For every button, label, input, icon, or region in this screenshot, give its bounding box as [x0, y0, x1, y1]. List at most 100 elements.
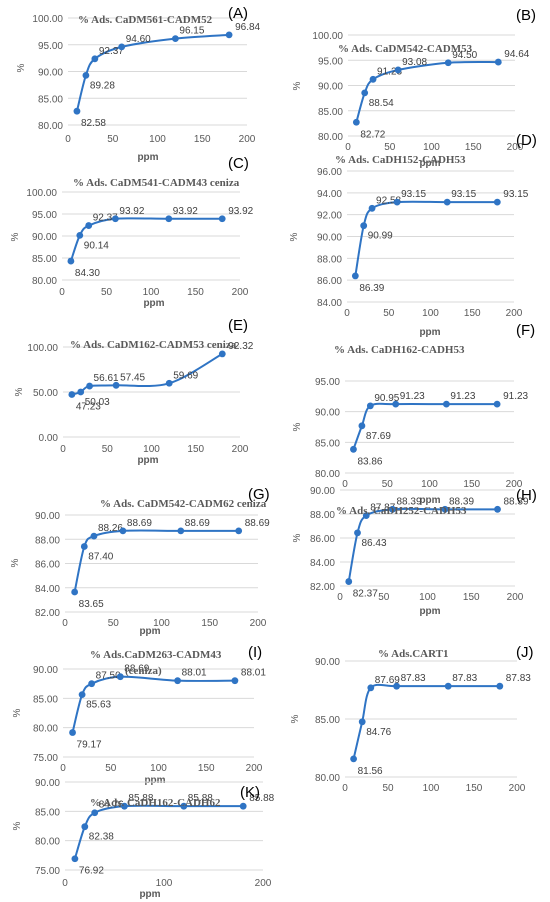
x-tick-label: 150	[466, 783, 483, 794]
chart-panel-j: 80.00 85.00 90.00 0 50 100 150 200 81.56 84.76 87.…	[290, 644, 534, 794]
y-tick-label: 100.00	[26, 188, 57, 199]
data-point	[496, 682, 504, 690]
y-tick-label: 85.00	[315, 715, 340, 726]
y-axis-label: %	[14, 387, 25, 396]
y-tick-label: 90.00	[32, 232, 57, 243]
data-label: 90.99	[368, 231, 393, 242]
data-label: 87.69	[375, 675, 400, 686]
data-point	[80, 543, 88, 550]
x-tick-label: 50	[382, 783, 394, 794]
y-tick-label: 85.00	[32, 254, 57, 265]
data-point	[90, 532, 98, 540]
y-tick-label: 82.00	[310, 582, 335, 593]
y-tick-label: 86.00	[310, 534, 335, 545]
data-label: 93.15	[451, 189, 476, 200]
y-tick-label: 90.00	[315, 408, 340, 419]
x-tick-label: 100	[422, 308, 439, 319]
data-point	[112, 381, 120, 389]
data-label: 93.92	[228, 206, 253, 217]
data-label: 84.76	[99, 800, 124, 811]
chart-panel-h: 82.00 84.00 86.00 88.00 90.00 0 50 100 150 200 82.…	[292, 486, 537, 617]
data-point	[354, 529, 361, 537]
data-label: 88.39	[449, 496, 474, 507]
chart-title: % Ads. CaDM541-CADM43 ceniza	[73, 177, 240, 189]
data-point	[88, 680, 96, 688]
y-axis-label: %	[10, 558, 21, 567]
y-tick-label: 95.00	[315, 377, 340, 388]
chart-panel-f: 80.00 85.00 90.00 95.00 0 50 100 150 200 83.86 87.…	[292, 322, 535, 506]
data-label: 79.17	[77, 740, 102, 751]
data-point	[369, 75, 377, 83]
x-tick-label: 50	[105, 763, 117, 774]
data-point	[443, 198, 451, 206]
y-tick-label: 80.00	[38, 121, 63, 132]
panel-letter: (C)	[228, 155, 249, 172]
y-tick-label: 96.00	[317, 167, 342, 178]
panel-letter: (H)	[516, 487, 537, 504]
y-axis-label: %	[292, 81, 303, 90]
data-label: 90.95	[374, 393, 399, 404]
data-point	[352, 118, 360, 126]
panel-letter: (G)	[248, 486, 270, 503]
series-line	[352, 683, 500, 760]
data-label: 91.23	[450, 391, 475, 402]
y-tick-label: 86.00	[35, 560, 60, 571]
data-point	[351, 272, 359, 280]
y-tick-label: 95.00	[38, 41, 63, 52]
data-point	[73, 107, 81, 115]
x-tick-label: 150	[463, 592, 480, 603]
data-point	[86, 382, 93, 390]
x-tick-label: 200	[239, 134, 256, 145]
data-point	[116, 673, 124, 681]
data-point	[367, 684, 375, 692]
data-point	[78, 691, 86, 699]
x-axis-label: ppm	[137, 152, 158, 163]
chart-panel-d: 84.00 86.00 88.00 90.00 92.00 94.00 96.00 0 50 10…	[289, 132, 537, 338]
data-point	[165, 379, 173, 387]
y-tick-label: 88.00	[35, 535, 60, 546]
x-tick-label: 0	[62, 618, 68, 629]
chart-subtitle: (ceniza)	[125, 665, 162, 677]
data-label: 92.37	[99, 46, 124, 57]
y-tick-label: 80.00	[32, 276, 57, 287]
chart-title: % Ads.CART1	[378, 648, 449, 660]
data-point	[494, 505, 501, 513]
data-label: 85.88	[188, 793, 213, 804]
data-label: 85.63	[86, 700, 111, 711]
x-tick-label: 100	[156, 878, 173, 889]
y-tick-label: 100.00	[27, 343, 58, 354]
data-point	[392, 400, 400, 408]
x-tick-label: 50	[107, 134, 119, 145]
panel-letter: (B)	[516, 7, 536, 24]
x-tick-label: 200	[232, 287, 249, 298]
data-label: 88.69	[185, 518, 210, 529]
x-tick-label: 200	[250, 618, 267, 629]
data-point	[394, 66, 402, 74]
x-tick-label: 0	[62, 878, 68, 889]
data-point	[350, 755, 357, 763]
x-axis-label: ppm	[419, 606, 440, 617]
data-point	[366, 402, 374, 410]
data-label: 91.23	[400, 391, 425, 402]
y-axis-label: %	[292, 422, 303, 431]
x-tick-label: 0	[60, 763, 66, 774]
panel-letter: (J)	[516, 644, 534, 661]
data-label: 84.76	[366, 727, 391, 738]
x-tick-label: 200	[507, 142, 524, 153]
x-tick-label: 150	[465, 142, 482, 153]
chart-panel-g: 82.00 84.00 86.00 88.00 90.00 0 50 100 150 200 83.…	[10, 486, 270, 637]
data-point	[85, 222, 93, 229]
x-tick-label: 200	[246, 763, 263, 774]
data-point	[91, 55, 99, 63]
y-tick-label: 50.00	[33, 388, 58, 399]
x-axis-label: ppm	[144, 775, 165, 786]
data-point	[68, 391, 76, 398]
data-label: 81.56	[358, 766, 383, 777]
chart-title: % Ads. CaDM162-CADM53 ceniza	[70, 339, 237, 351]
data-label: 86.39	[359, 283, 384, 294]
data-label: 88.54	[369, 98, 394, 109]
x-tick-label: 50	[108, 618, 120, 629]
y-tick-label: 80.00	[318, 132, 343, 143]
data-label: 96.15	[179, 26, 204, 37]
